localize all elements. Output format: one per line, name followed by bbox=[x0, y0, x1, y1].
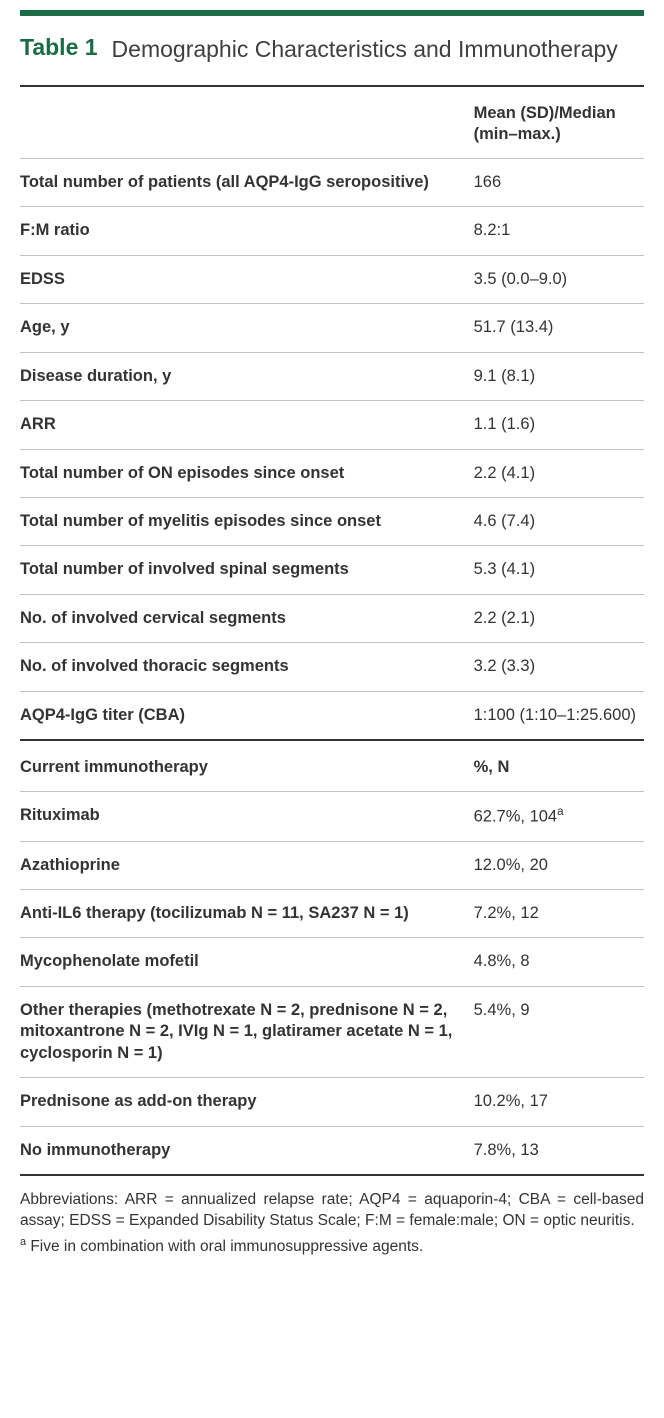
table-row: Azathioprine12.0%, 20 bbox=[20, 841, 644, 889]
row-value: 2.2 (4.1) bbox=[474, 449, 644, 497]
table-row: Total number of involved spinal segments… bbox=[20, 546, 644, 594]
table-row: F:M ratio8.2:1 bbox=[20, 207, 644, 255]
row-label: EDSS bbox=[20, 255, 474, 303]
row-value: 10.2%, 17 bbox=[474, 1078, 644, 1126]
row-label: No immunotherapy bbox=[20, 1126, 474, 1175]
row-label: AQP4-IgG titer (CBA) bbox=[20, 691, 474, 740]
row-value: 1.1 (1.6) bbox=[474, 401, 644, 449]
table-row: Anti-IL6 therapy (tocilizumab N = 11, SA… bbox=[20, 889, 644, 937]
row-value: 4.8%, 8 bbox=[474, 938, 644, 986]
table-row: Total number of patients (all AQP4-IgG s… bbox=[20, 158, 644, 206]
table-footnotes: Abbreviations: ARR = annualized relapse … bbox=[20, 1176, 644, 1258]
row-value: 5.3 (4.1) bbox=[474, 546, 644, 594]
table-row: ARR1.1 (1.6) bbox=[20, 401, 644, 449]
table-row: Prednisone as add-on therapy10.2%, 17 bbox=[20, 1078, 644, 1126]
row-label: Mycophenolate mofetil bbox=[20, 938, 474, 986]
table-row: No. of involved cervical segments2.2 (2.… bbox=[20, 594, 644, 642]
table-row: Rituximab62.7%, 104a bbox=[20, 791, 644, 841]
row-label: Anti-IL6 therapy (tocilizumab N = 11, SA… bbox=[20, 889, 474, 937]
row-value: 51.7 (13.4) bbox=[474, 304, 644, 352]
row-value: 8.2:1 bbox=[474, 207, 644, 255]
row-value: 5.4%, 9 bbox=[474, 986, 644, 1077]
table-row: EDSS3.5 (0.0–9.0) bbox=[20, 255, 644, 303]
section-1: Mean (SD)/Median (min–max.) bbox=[20, 87, 644, 158]
row-value: 166 bbox=[474, 158, 644, 206]
section-2: Current immunotherapy %, N bbox=[20, 740, 644, 791]
row-label: F:M ratio bbox=[20, 207, 474, 255]
table-title: Demographic Characteristics and Immunoth… bbox=[112, 34, 618, 65]
section2-header-row: Current immunotherapy %, N bbox=[20, 740, 644, 791]
table-row: Mycophenolate mofetil4.8%, 8 bbox=[20, 938, 644, 986]
footnote-a-text: Five in combination with oral immunosupp… bbox=[26, 1238, 423, 1255]
row-value: 62.7%, 104a bbox=[474, 791, 644, 841]
row-label: Total number of patients (all AQP4-IgG s… bbox=[20, 158, 474, 206]
table-row: Total number of myelitis episodes since … bbox=[20, 497, 644, 545]
row-label: Azathioprine bbox=[20, 841, 474, 889]
row-value-sup: a bbox=[557, 806, 563, 818]
footnote-a: a Five in combination with oral immunosu… bbox=[20, 1235, 644, 1258]
row-value: 2.2 (2.1) bbox=[474, 594, 644, 642]
table-label: Table 1 bbox=[20, 34, 98, 61]
section1-header-row: Mean (SD)/Median (min–max.) bbox=[20, 87, 644, 158]
table-row: Other therapies (methotrexate N = 2, pre… bbox=[20, 986, 644, 1077]
row-label: Total number of involved spinal segments bbox=[20, 546, 474, 594]
row-label: No. of involved cervical segments bbox=[20, 594, 474, 642]
row-label: Other therapies (methotrexate N = 2, pre… bbox=[20, 986, 474, 1077]
row-value: 3.5 (0.0–9.0) bbox=[474, 255, 644, 303]
table-caption: Table 1 Demographic Characteristics and … bbox=[20, 16, 644, 87]
row-value: 3.2 (3.3) bbox=[474, 643, 644, 691]
row-label: Total number of myelitis episodes since … bbox=[20, 497, 474, 545]
section1-value-header: Mean (SD)/Median (min–max.) bbox=[474, 87, 644, 158]
section2-body: Rituximab62.7%, 104aAzathioprine12.0%, 2… bbox=[20, 791, 644, 1175]
table-row: No. of involved thoracic segments3.2 (3.… bbox=[20, 643, 644, 691]
row-label: Prednisone as add-on therapy bbox=[20, 1078, 474, 1126]
table-row: Age, y51.7 (13.4) bbox=[20, 304, 644, 352]
row-value: 12.0%, 20 bbox=[474, 841, 644, 889]
row-label: Rituximab bbox=[20, 791, 474, 841]
row-label: No. of involved thoracic segments bbox=[20, 643, 474, 691]
section1-body: Total number of patients (all AQP4-IgG s… bbox=[20, 158, 644, 740]
row-value: 4.6 (7.4) bbox=[474, 497, 644, 545]
row-label: ARR bbox=[20, 401, 474, 449]
row-value: 7.8%, 13 bbox=[474, 1126, 644, 1175]
demographics-table: Mean (SD)/Median (min–max.) Total number… bbox=[20, 87, 644, 1176]
table-row: Disease duration, y9.1 (8.1) bbox=[20, 352, 644, 400]
row-value: 1:100 (1:10–1:25.600) bbox=[474, 691, 644, 740]
abbreviations-text: Abbreviations: ARR = annualized relapse … bbox=[20, 1190, 644, 1232]
section2-value-header: %, N bbox=[474, 740, 644, 791]
row-label: Age, y bbox=[20, 304, 474, 352]
table-row: AQP4-IgG titer (CBA)1:100 (1:10–1:25.600… bbox=[20, 691, 644, 740]
table-row: No immunotherapy7.8%, 13 bbox=[20, 1126, 644, 1175]
row-label: Disease duration, y bbox=[20, 352, 474, 400]
row-value: 7.2%, 12 bbox=[474, 889, 644, 937]
row-label: Total number of ON episodes since onset bbox=[20, 449, 474, 497]
row-value: 9.1 (8.1) bbox=[474, 352, 644, 400]
table-row: Total number of ON episodes since onset2… bbox=[20, 449, 644, 497]
section2-label-header: Current immunotherapy bbox=[20, 740, 474, 791]
